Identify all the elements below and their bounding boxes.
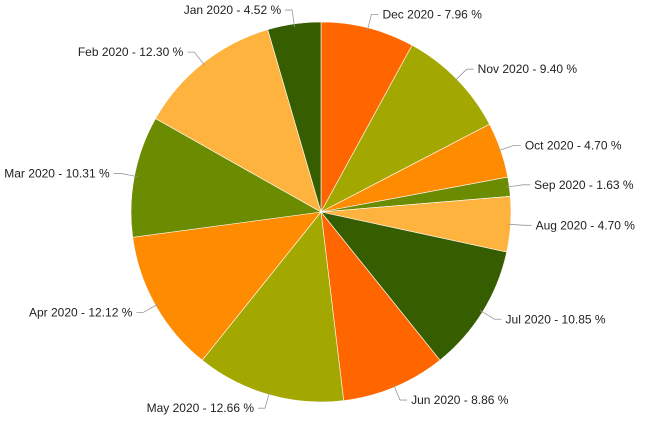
label-leader-line <box>479 309 502 320</box>
label-leader-line <box>187 51 206 66</box>
slice-label: Dec 2020 - 7.96 % <box>382 7 482 21</box>
label-leader-line <box>507 223 532 226</box>
label-leader-line <box>113 173 138 178</box>
slice-label: Aug 2020 - 4.70 % <box>536 218 636 232</box>
label-leader-line <box>506 184 531 188</box>
slice-label: May 2020 - 12.66 % <box>147 401 255 415</box>
slice-label: Nov 2020 - 9.40 % <box>478 62 578 76</box>
slice-label: Sep 2020 - 1.63 % <box>534 178 634 192</box>
slice-label: Oct 2020 - 4.70 % <box>525 138 622 152</box>
slice-label: Feb 2020 - 12.30 % <box>78 45 184 59</box>
pie-slices <box>130 21 512 403</box>
label-leader-line <box>366 13 379 31</box>
label-leader-line <box>393 384 408 401</box>
slice-label: Apr 2020 - 12.12 % <box>29 305 133 319</box>
slice-label: Jul 2020 - 10.85 % <box>506 312 606 326</box>
label-leader-line <box>454 68 474 82</box>
slice-label: Mar 2020 - 10.31 % <box>4 166 110 180</box>
slice-label: Jun 2020 - 8.86 % <box>411 393 509 407</box>
label-leader-line <box>136 303 159 313</box>
label-leader-line <box>497 145 521 152</box>
label-leader-line <box>258 391 271 409</box>
pie-labels: Dec 2020 - 7.96 % Nov 2020 - 9.40 % Oct 20… <box>4 3 635 415</box>
slice-label: Jan 2020 - 4.52 % <box>184 3 282 17</box>
label-leader-line <box>285 9 295 27</box>
